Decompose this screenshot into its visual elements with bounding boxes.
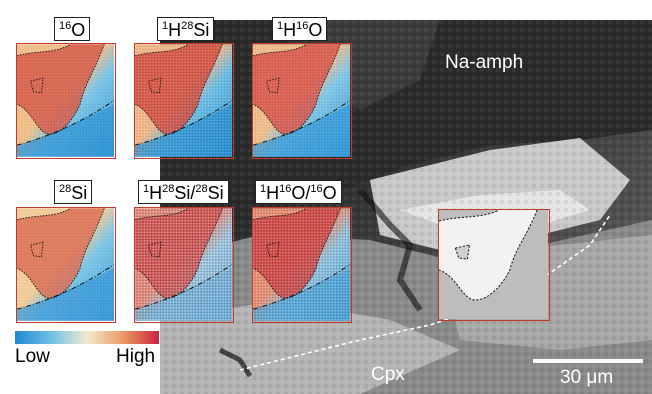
cpx-label: Cpx — [371, 364, 405, 385]
map-h16o — [252, 43, 352, 159]
zoom-frame — [438, 209, 550, 321]
colorbar — [15, 331, 159, 344]
colorbar-low-label: Low — [15, 346, 50, 367]
heatmap-image — [253, 44, 350, 157]
heatmap-image — [253, 208, 350, 321]
map-si28 — [16, 207, 116, 323]
tile-label-h16o: 1H16O — [272, 17, 328, 41]
tile-label-o16: 16O — [54, 17, 91, 41]
map-h28si — [134, 43, 234, 159]
map-o16 — [16, 43, 116, 159]
tile-label-h28si: 1H28Si — [157, 17, 215, 41]
colorbar-high-label: High — [116, 346, 156, 367]
heatmap-image — [17, 44, 114, 157]
heatmap-image — [17, 208, 114, 321]
heatmap-image — [135, 208, 232, 321]
tile-label-si28: 28Si — [54, 180, 93, 204]
tile-label-ratio-o: 1H16O/16O — [255, 180, 342, 204]
na-amph-label: Na-amph — [445, 52, 524, 73]
heatmap-image — [135, 44, 232, 157]
tile-label-ratio-si: 1H28Si/28Si — [138, 180, 229, 204]
scale-bar — [533, 359, 643, 363]
map-ratio-si — [134, 207, 234, 323]
scale-bar-label: 30 μm — [560, 367, 614, 388]
map-ratio-o — [252, 207, 352, 323]
